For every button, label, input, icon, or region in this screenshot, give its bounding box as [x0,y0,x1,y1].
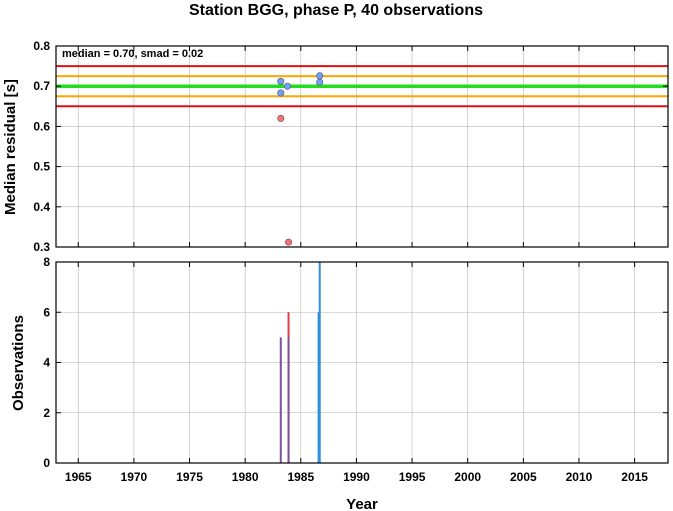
chart-title: Station BGG, phase P, 40 observations [189,2,483,19]
residual-point [285,238,293,246]
observations-grid [56,261,668,464]
x-tick-label: 1980 [232,470,259,484]
x-tick-label: 1990 [343,470,370,484]
observations-y-tick-label: 2 [43,406,50,420]
x-tick-label: 1970 [121,470,148,484]
observations-axis-ticks: 1965 1970 1975 1980 1985 1990 1995 2000 2005 2010… [43,255,668,484]
observations-bars [279,262,321,463]
x-tick-label: 2005 [510,470,537,484]
observations-y-tick-label: 0 [43,456,50,470]
observations-y-axis-label: Observations [10,315,27,411]
x-tick-label: 2010 [566,470,593,484]
stats-annotation: median = 0.70, smad = 0.02 [62,48,203,60]
residual-point [316,78,324,86]
observations-y-tick-label: 4 [43,356,50,370]
residual-y-tick-label: 0.4 [33,200,50,214]
residual-plot-frame [55,45,669,248]
observation-bar [287,337,290,463]
residual-point [277,114,285,122]
residual-points [277,72,324,246]
x-tick-label: 2015 [621,470,648,484]
x-tick-label: 1965 [65,470,92,484]
residual-axis-ticks: 0.3 0.4 0.5 0.6 0.7 0.8 [33,39,668,254]
x-axis-label: Year [346,496,378,511]
residual-point [316,72,324,80]
residual-point [277,77,285,85]
residual-y-tick-label: 0.7 [33,79,50,93]
observation-bar [317,312,320,463]
x-tick-label: 1975 [176,470,203,484]
residual-y-tick-label: 0.6 [33,119,50,133]
observations-y-tick-label: 8 [43,255,50,269]
residual-point [283,82,291,90]
residual-point [277,89,285,97]
x-tick-label: 1995 [399,470,426,484]
residual-y-tick-label: 0.8 [33,39,50,53]
residual-y-tick-label: 0.5 [33,160,50,174]
observation-bar [318,262,321,463]
observation-bar [279,337,282,463]
residual-reference-lines [56,65,668,108]
observations-y-tick-label: 6 [43,305,50,319]
residual-y-tick-label: 0.3 [33,240,50,254]
x-tick-label: 1985 [287,470,314,484]
residual-y-axis-label: Median residual [s] [2,79,19,215]
x-tick-label: 2000 [454,470,481,484]
